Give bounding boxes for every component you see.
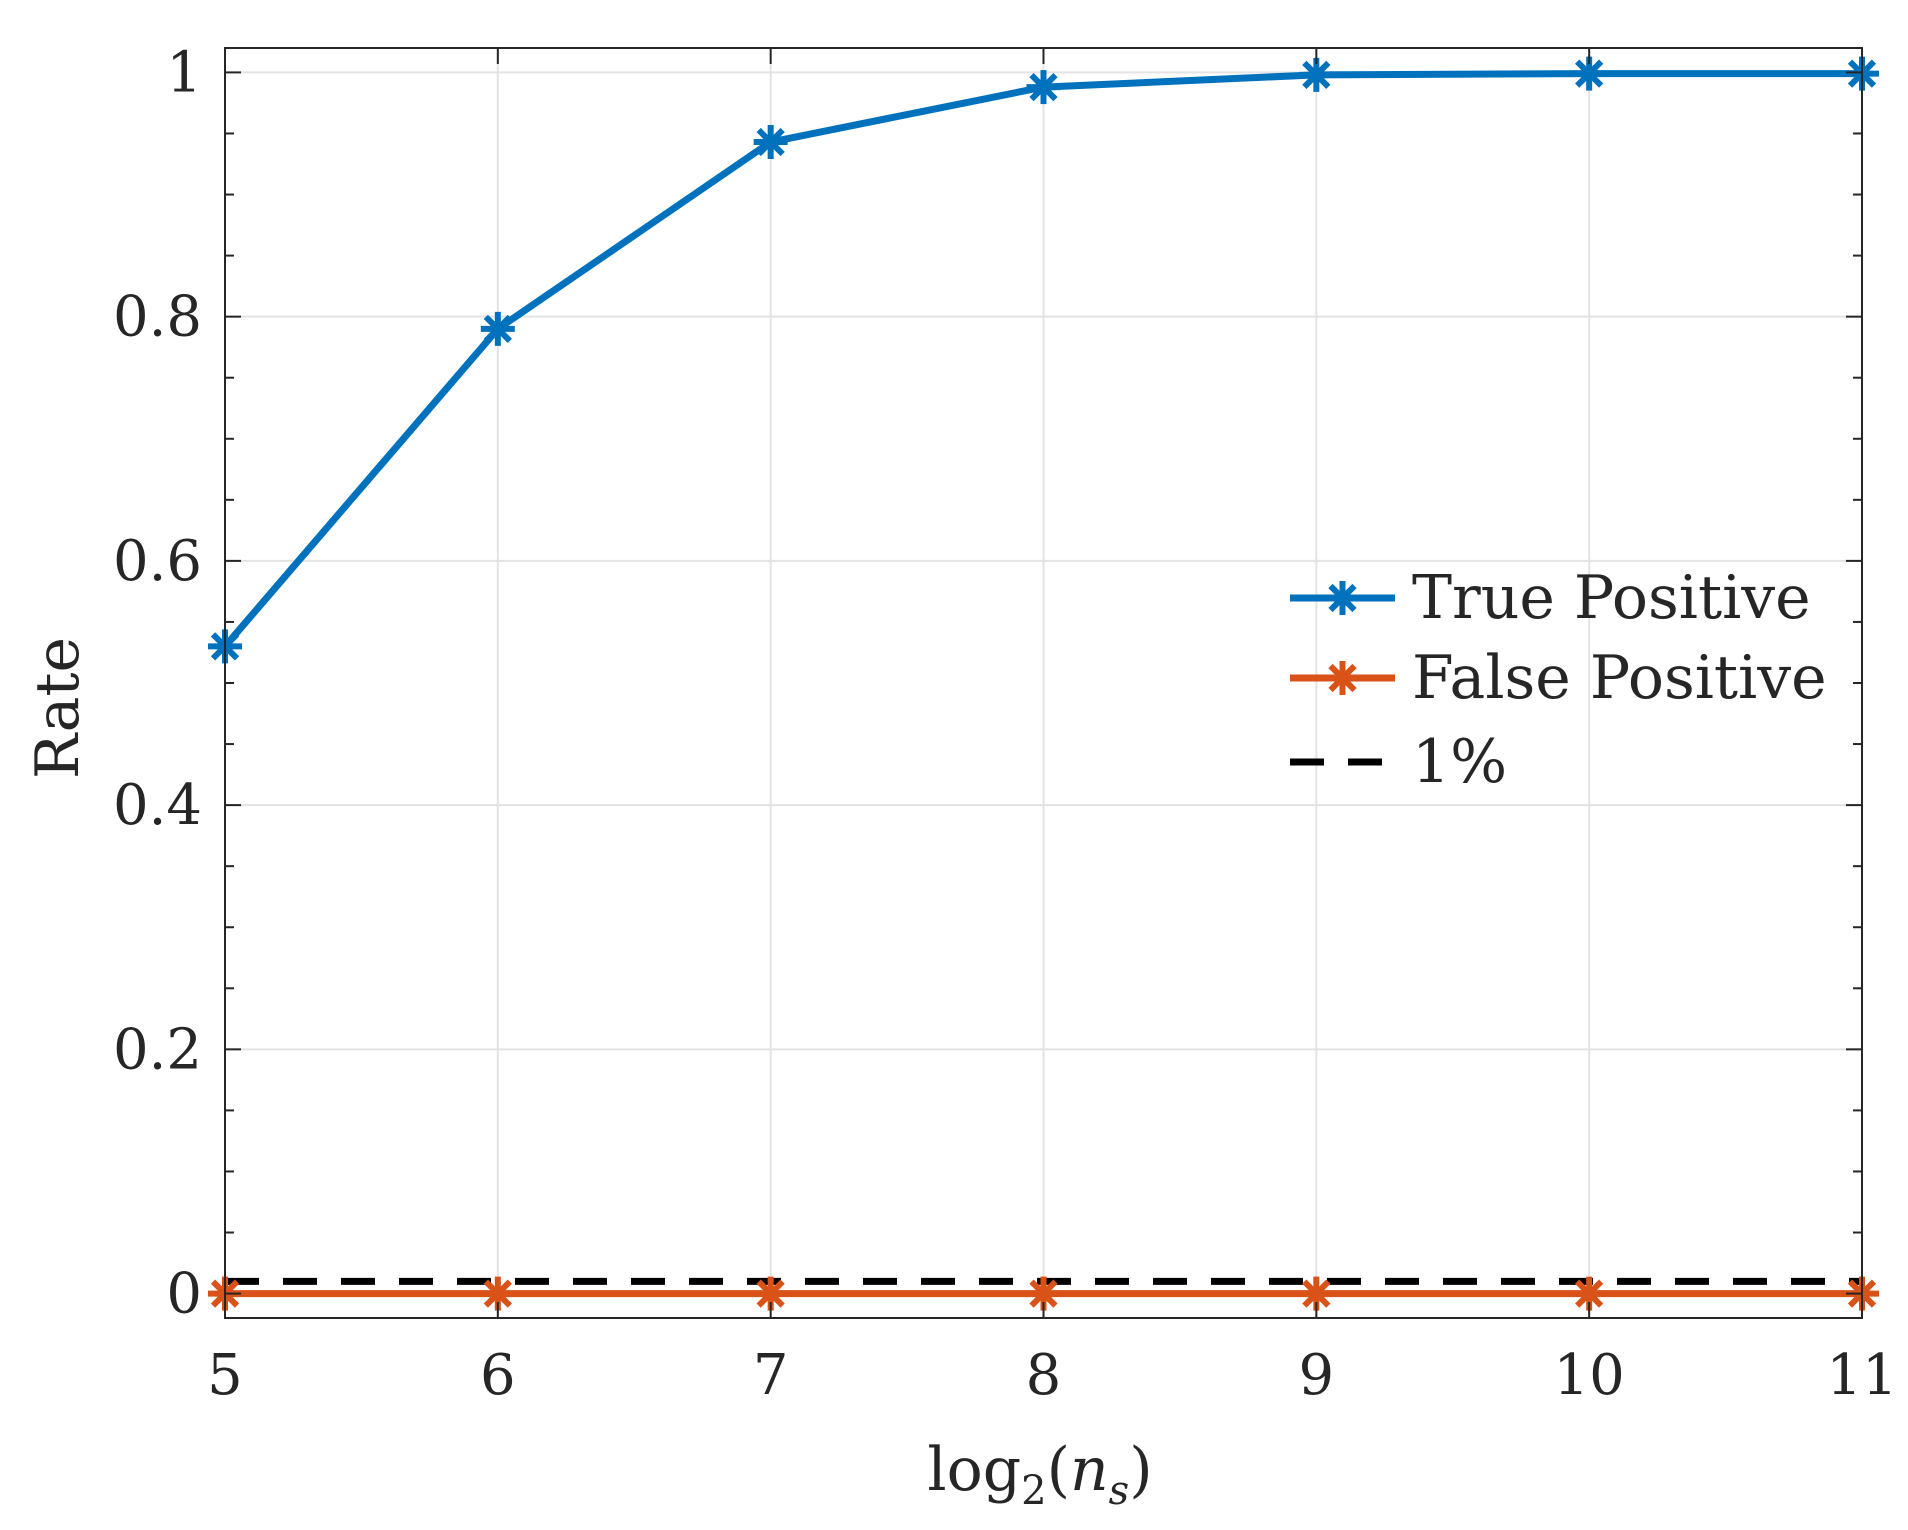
- legend-label: 1%: [1412, 727, 1507, 797]
- marker-stroke: [1029, 1279, 1058, 1308]
- data-point: [1026, 70, 1061, 105]
- y-tick-label: 1: [166, 40, 202, 105]
- x-tick-label: 10: [1554, 1343, 1625, 1408]
- legend-label: True Positive: [1412, 563, 1811, 633]
- marker-stroke: [483, 1279, 512, 1308]
- x-axis-label: log2(ns): [927, 1435, 1152, 1514]
- legend-item: True Positive: [1290, 563, 1811, 633]
- x-axis-label-open-paren: (: [1047, 1435, 1070, 1505]
- x-tick-label: 8: [1026, 1343, 1062, 1408]
- legend-label: False Positive: [1412, 643, 1827, 713]
- x-axis-label-sub-base: 2: [1021, 1468, 1046, 1514]
- marker-stroke: [1302, 1279, 1331, 1308]
- legend: True Positive False Positive 1%: [1290, 563, 1827, 797]
- marker-stroke: [1575, 59, 1604, 88]
- legend-marker: [1325, 581, 1360, 615]
- marker-stroke: [756, 1279, 785, 1308]
- marker-stroke: [1328, 663, 1357, 693]
- legend-item: False Positive: [1290, 643, 1827, 713]
- marker-stroke: [1302, 60, 1331, 89]
- marker-stroke: [1575, 1279, 1604, 1308]
- x-tick-label: 6: [480, 1343, 516, 1408]
- marker-stroke: [1328, 583, 1357, 613]
- legend-marker: [1325, 661, 1360, 695]
- y-tick-label: 0.8: [113, 285, 202, 350]
- x-axis-label-sub-variable: s: [1109, 1468, 1130, 1514]
- ticks: [224, 48, 1863, 1318]
- x-axis-label-variable: n: [1070, 1435, 1109, 1505]
- x-axis-label-log: log: [927, 1435, 1021, 1505]
- y-tick-label: 0.2: [113, 1017, 202, 1082]
- marker-stroke: [483, 314, 512, 343]
- marker-stroke: [1029, 72, 1058, 102]
- data-point: [480, 311, 515, 346]
- y-axis-label: Rate: [23, 637, 93, 779]
- y-tick-label: 0: [166, 1262, 202, 1327]
- y-tick-label: 0.6: [113, 529, 202, 594]
- x-axis-label-close-paren: ): [1129, 1435, 1152, 1505]
- y-tick-labels: 0 0.2 0.4 0.6 0.8 1: [113, 40, 202, 1326]
- data-point: [753, 125, 788, 160]
- x-tick-labels: 5 6 7 8 9 10 11: [207, 1343, 1897, 1408]
- x-tick-label: 7: [753, 1343, 789, 1408]
- legend-item: 1%: [1290, 727, 1507, 797]
- marker-stroke: [756, 127, 785, 157]
- x-tick-label: 5: [207, 1343, 243, 1408]
- x-tick-label: 11: [1826, 1343, 1897, 1408]
- x-tick-label: 9: [1299, 1343, 1335, 1408]
- y-tick-label: 0.4: [113, 773, 202, 838]
